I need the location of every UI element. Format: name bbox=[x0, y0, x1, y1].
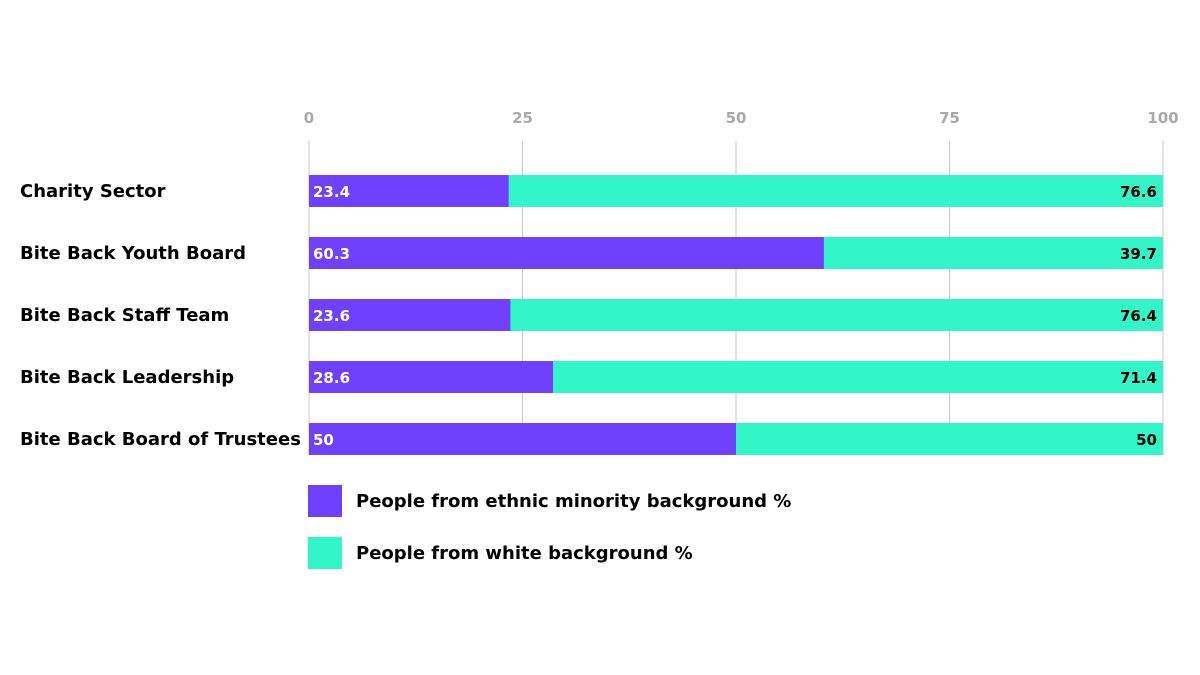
data-label: 71.4 bbox=[1120, 369, 1157, 387]
legend-swatch bbox=[308, 537, 342, 569]
bar-segment bbox=[823, 237, 1163, 269]
data-label: 60.3 bbox=[313, 245, 350, 263]
bar-segment bbox=[309, 237, 824, 269]
category-label: Charity Sector bbox=[20, 181, 166, 202]
category-label: Bite Back Leadership bbox=[20, 367, 234, 388]
data-label: 76.4 bbox=[1120, 307, 1157, 325]
bar-segment bbox=[309, 175, 509, 207]
x-tick-label: 50 bbox=[726, 109, 747, 127]
legend-label: People from white background % bbox=[356, 543, 693, 564]
data-label: 50 bbox=[313, 431, 334, 449]
bar-segment bbox=[510, 299, 1163, 331]
data-label: 39.7 bbox=[1120, 245, 1157, 263]
data-label: 23.4 bbox=[313, 183, 350, 201]
bar-segment bbox=[309, 299, 511, 331]
data-label: 50 bbox=[1136, 431, 1157, 449]
data-label: 76.6 bbox=[1120, 183, 1157, 201]
category-label: Bite Back Youth Board bbox=[20, 243, 246, 264]
bar-segment bbox=[736, 423, 1163, 455]
bar-segment bbox=[309, 423, 736, 455]
category-label: Bite Back Board of Trustees bbox=[20, 429, 301, 450]
category-label: Bite Back Staff Team bbox=[20, 305, 229, 326]
x-tick-label: 100 bbox=[1147, 109, 1178, 127]
bar-segment bbox=[508, 175, 1163, 207]
bar-segment bbox=[309, 361, 554, 393]
x-tick-label: 25 bbox=[512, 109, 533, 127]
data-label: 23.6 bbox=[313, 307, 350, 325]
x-tick-label: 0 bbox=[304, 109, 314, 127]
bar-segment bbox=[553, 361, 1163, 393]
legend-swatch bbox=[308, 485, 342, 517]
legend-label: People from ethnic minority background % bbox=[356, 491, 791, 512]
data-label: 28.6 bbox=[313, 369, 350, 387]
x-tick-label: 75 bbox=[939, 109, 960, 127]
